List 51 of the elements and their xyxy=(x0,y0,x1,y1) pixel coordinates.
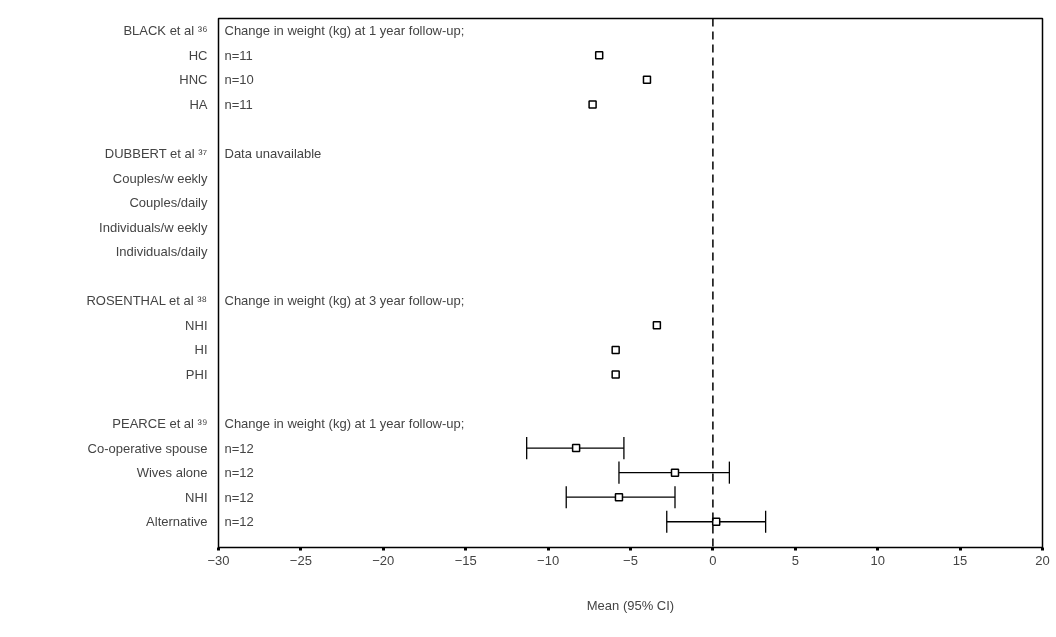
y2-tick-label: n=12 xyxy=(224,440,254,456)
x-tick-label: −30 xyxy=(207,552,230,568)
y-tick-label: HNC xyxy=(179,72,208,88)
point xyxy=(711,517,721,526)
x-tick-label: 10 xyxy=(870,552,885,568)
y-tick-label: HC xyxy=(188,47,208,63)
point xyxy=(571,443,581,453)
y-tick-label: Co-operative spouse xyxy=(87,440,208,456)
point xyxy=(670,468,680,477)
y2-tick-label: Data unavailable xyxy=(224,146,322,162)
y2-tick-label: n=11 xyxy=(224,96,253,112)
x-tick-label: 15 xyxy=(952,552,968,568)
y-tick-label: HA xyxy=(189,96,208,112)
point xyxy=(588,100,597,109)
y-tick-label: NHI xyxy=(185,489,208,505)
y2-tick-label: Change in weight (kg) at 1 year follow-up; xyxy=(224,416,465,432)
x-tick-label: −5 xyxy=(623,552,638,568)
y-tick-label: Individuals/daily xyxy=(115,244,208,260)
x-tick-label: 0 xyxy=(709,552,717,568)
y2-tick-label: n=10 xyxy=(224,72,254,88)
x-tick-label: 5 xyxy=(791,552,799,568)
y-tick-label: NHI xyxy=(185,317,208,333)
point xyxy=(611,370,620,379)
y-tick-label: PEARCE et al ³⁹ xyxy=(112,416,208,432)
point xyxy=(642,75,652,85)
y-tick-label: BLACK et al ³⁶ xyxy=(123,23,208,39)
x-tick-label: 20 xyxy=(1035,552,1050,568)
y-tick-label: DUBBERT et al ³⁷ xyxy=(104,146,208,162)
y-tick-label: ROSENTHAL et al ³⁸ xyxy=(86,293,208,309)
y-tick-label: Alternative xyxy=(146,514,208,530)
y-tick-label: Couples/w eekly xyxy=(112,170,208,186)
x-tick-label: −25 xyxy=(289,552,312,568)
y2-tick-label: n=11 xyxy=(224,47,253,63)
y-tick-label: Couples/daily xyxy=(129,195,208,211)
y-tick-label: PHI xyxy=(185,366,208,382)
y-tick-label: HI xyxy=(194,342,208,358)
point xyxy=(614,492,624,502)
point xyxy=(611,345,620,355)
y-tick-label: Individuals/w eekly xyxy=(99,219,208,235)
y2-tick-label: n=12 xyxy=(224,465,254,481)
x-tick-label: −15 xyxy=(454,552,477,568)
x-axis-title: Mean (95% CI) xyxy=(586,597,675,613)
y-tick-label: Wives alone xyxy=(136,465,208,481)
y2-tick-label: Change in weight (kg) at 1 year follow-up; xyxy=(224,23,465,39)
y2-tick-label: n=12 xyxy=(224,514,254,530)
x-tick-label: −20 xyxy=(372,552,395,568)
point xyxy=(594,51,604,60)
y2-tick-label: n=12 xyxy=(224,489,254,505)
y2-tick-label: Change in weight (kg) at 3 year follow-up; xyxy=(224,293,465,309)
point xyxy=(652,321,662,330)
x-tick-label: −10 xyxy=(537,552,560,568)
